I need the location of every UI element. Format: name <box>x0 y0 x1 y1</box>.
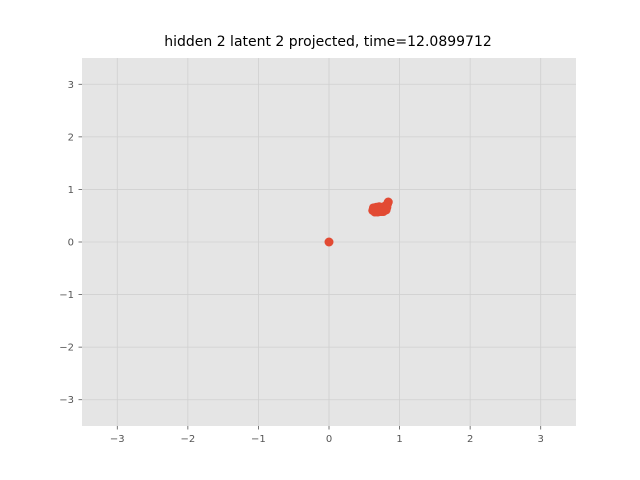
data-point <box>324 237 334 247</box>
y-tick-label: −1 <box>59 290 74 301</box>
y-tick-label: −3 <box>59 395 74 406</box>
y-tick-label: 1 <box>68 185 74 196</box>
x-tick-label: −3 <box>110 434 125 445</box>
y-tick-label: 0 <box>68 238 74 249</box>
x-tick-label: −2 <box>180 434 195 445</box>
data-points <box>324 197 393 247</box>
y-tick-label: −2 <box>59 343 74 354</box>
y-tick-label: 2 <box>68 132 74 143</box>
x-tick-label: 2 <box>467 434 473 445</box>
x-tick-label: 0 <box>326 434 332 445</box>
x-tick-label: 3 <box>538 434 544 445</box>
x-tick-label: −1 <box>251 434 266 445</box>
chart-title: hidden 2 latent 2 projected, time=12.089… <box>164 34 492 50</box>
axis-ticks: −3 −2 −1 0 1 2 3 −3 −2 −1 0 1 2 3 <box>59 80 544 445</box>
grid-lines <box>82 58 576 426</box>
data-point <box>368 203 378 213</box>
x-tick-label: 1 <box>396 434 402 445</box>
y-tick-label: 3 <box>68 80 74 91</box>
data-point <box>381 205 391 215</box>
